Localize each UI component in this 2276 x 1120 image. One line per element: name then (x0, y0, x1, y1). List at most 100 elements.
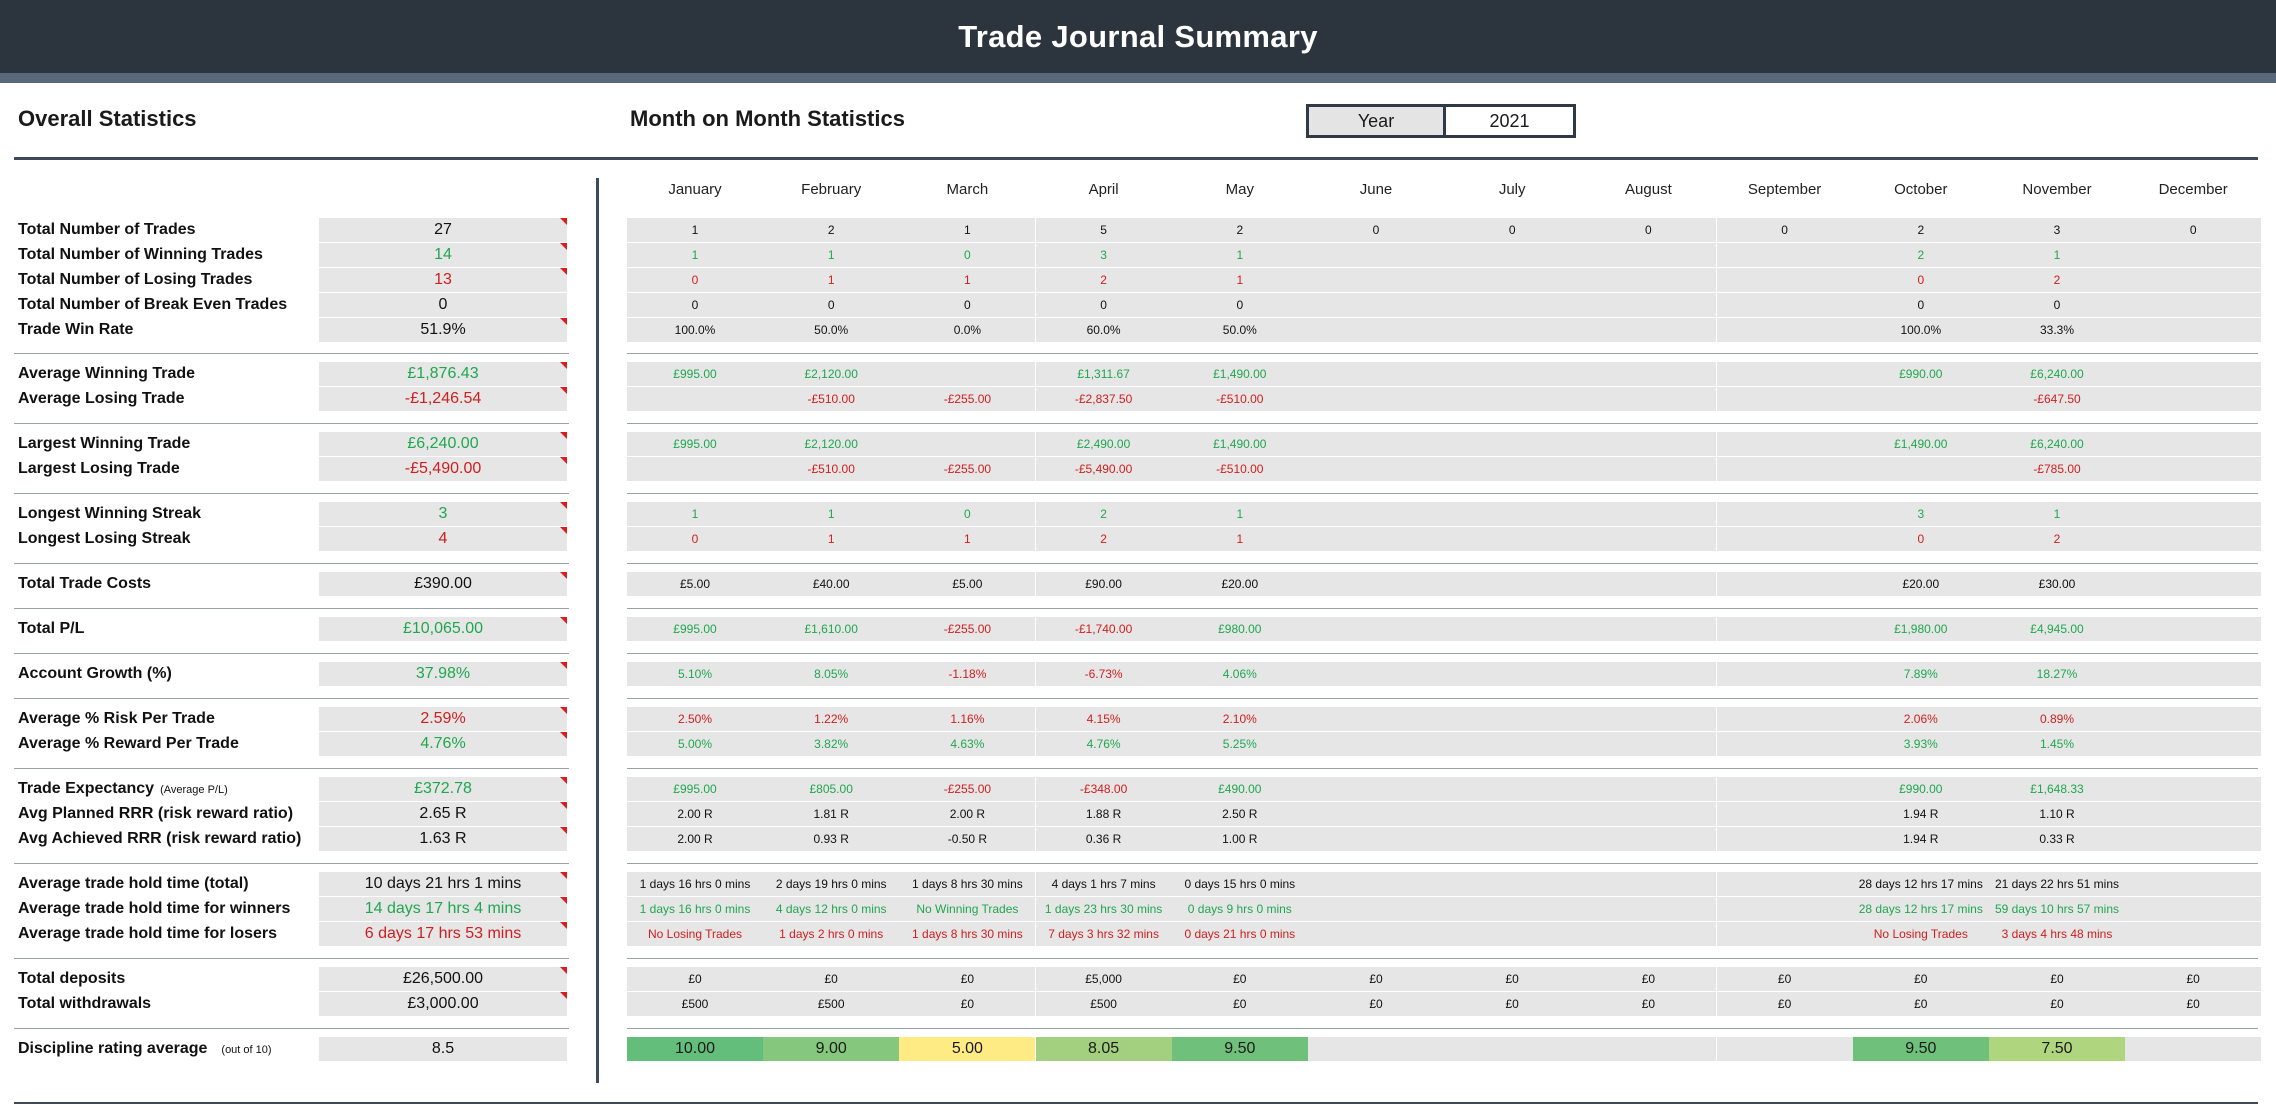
month-cell (2125, 457, 2262, 481)
stat-value: 4 (438, 530, 448, 547)
month-cell (1308, 387, 1444, 411)
month-header-december: December (2158, 181, 2228, 198)
month-cell: 0.36 R (1035, 827, 1172, 851)
header-strip (0, 73, 2276, 83)
month-cell: 2 (1852, 218, 1989, 242)
comment-indicator-icon (560, 827, 567, 834)
comment-indicator-icon (560, 802, 567, 809)
month-cell: £5.00 (899, 572, 1036, 596)
month-cell: 2 (1852, 243, 1989, 267)
month-cell: 0 days 9 hrs 0 mins (1171, 897, 1308, 921)
month-header-march: March (946, 181, 989, 198)
month-cell: 2.00 R (899, 802, 1036, 826)
month-cell: £0 (1852, 967, 1989, 991)
month-cell (2125, 922, 2262, 946)
month-cell: 5.10% (627, 662, 763, 686)
year-value-input[interactable]: 2021 (1446, 107, 1573, 135)
month-cell (1308, 457, 1444, 481)
month-cell: -£2,837.50 (1035, 387, 1172, 411)
month-cell (1580, 662, 1717, 686)
stat-value: 14 days 17 hrs 4 mins (364, 900, 522, 917)
month-cell: 0 (1852, 293, 1989, 317)
month-cell: £0 (899, 992, 1036, 1016)
month-cell: -£510.00 (763, 457, 900, 481)
month-cell: 0 (1035, 293, 1172, 317)
month-cell: 0 (1852, 268, 1989, 292)
month-cell: 2 (1035, 527, 1172, 551)
month-cell (1716, 527, 1853, 551)
month-cell: -£348.00 (1035, 777, 1172, 801)
month-cell (1308, 527, 1444, 551)
month-cell: 100.0% (627, 318, 763, 342)
month-cell (2125, 732, 2262, 756)
stat-label-text: Average Winning Trade (18, 365, 196, 382)
stat-row-label: Trade Win Rate (18, 318, 133, 342)
stat-value: £6,240.00 (407, 435, 479, 452)
monthly-row-separator (627, 653, 2258, 654)
stat-label-text: Trade Win Rate (18, 321, 134, 338)
month-cell (1444, 293, 1581, 317)
stat-value: 4.76% (420, 735, 466, 752)
month-cell: £0 (1580, 967, 1717, 991)
month-cell: 2.50 R (1171, 802, 1308, 826)
stat-label-text: Trade Expectancy (18, 780, 155, 797)
stat-value: £1,876.43 (407, 365, 479, 382)
month-cell: £1,490.00 (1171, 432, 1308, 456)
stat-row-label: Longest Losing Streak (18, 527, 190, 551)
stat-value: 14 (434, 246, 452, 263)
month-cell (1308, 707, 1444, 731)
month-cell (1308, 318, 1444, 342)
stat-label-text: Average Losing Trade (18, 390, 185, 407)
month-cell: £990.00 (1852, 777, 1989, 801)
monthly-row-separator (627, 353, 2258, 354)
stat-value: 2.65 R (419, 805, 467, 822)
stat-value-cell: £10,065.00 (319, 617, 567, 641)
month-cell: 59 days 10 hrs 57 mins (1989, 897, 2125, 921)
stat-label-text: Average trade hold time for winners (18, 900, 291, 917)
comment-indicator-icon (560, 967, 567, 974)
month-cell (1716, 802, 1853, 826)
monthly-row-separator (627, 493, 2258, 494)
month-cell: 1 (627, 243, 763, 267)
month-cell: -£255.00 (899, 457, 1036, 481)
comment-indicator-icon (560, 268, 567, 275)
month-cell: £30.00 (1989, 572, 2125, 596)
month-cell: £980.00 (1171, 617, 1308, 641)
month-cell (2125, 432, 2262, 456)
month-header-august: August (1625, 181, 1672, 198)
month-cell: 9.50 (1852, 1037, 1989, 1061)
stat-label-text: Average trade hold time (total) (18, 875, 249, 892)
month-cell: £0 (1308, 992, 1444, 1016)
month-cell (1580, 802, 1717, 826)
comment-indicator-icon (560, 572, 567, 579)
month-cell: 4 days 12 hrs 0 mins (763, 897, 900, 921)
month-cell (1308, 922, 1444, 946)
stat-row-label: Total P/L (18, 617, 84, 641)
stat-value: 37.98% (415, 665, 471, 682)
month-cell: 0 (2125, 218, 2262, 242)
month-cell: 0 (627, 527, 763, 551)
month-cell (627, 457, 763, 481)
month-cell (1308, 662, 1444, 686)
month-cell: 5.00 (899, 1037, 1036, 1061)
month-cell (1716, 268, 1853, 292)
month-cell: £40.00 (763, 572, 900, 596)
month-header-june: June (1359, 181, 1393, 198)
stat-value: 27 (434, 221, 452, 238)
comment-indicator-icon (560, 732, 567, 739)
month-cell (1308, 777, 1444, 801)
month-cell (1308, 572, 1444, 596)
stat-label-text: Average % Risk Per Trade (18, 710, 215, 727)
month-cell: 1.88 R (1035, 802, 1172, 826)
month-cell: 9.00 (763, 1037, 900, 1061)
stat-value-cell: 51.9% (319, 318, 567, 342)
month-cell: 2 days 19 hrs 0 mins (763, 872, 900, 896)
month-cell (1716, 662, 1853, 686)
stat-label-text: Total deposits (18, 970, 126, 987)
month-cell (1716, 572, 1853, 596)
year-selector[interactable]: Year 2021 (1306, 104, 1576, 138)
stat-value: 10 days 21 hrs 1 mins (364, 875, 522, 892)
stat-row-label: Average % Reward Per Trade (18, 732, 239, 756)
month-cell: 2 (1035, 268, 1172, 292)
month-cell: 0 days 15 hrs 0 mins (1171, 872, 1308, 896)
